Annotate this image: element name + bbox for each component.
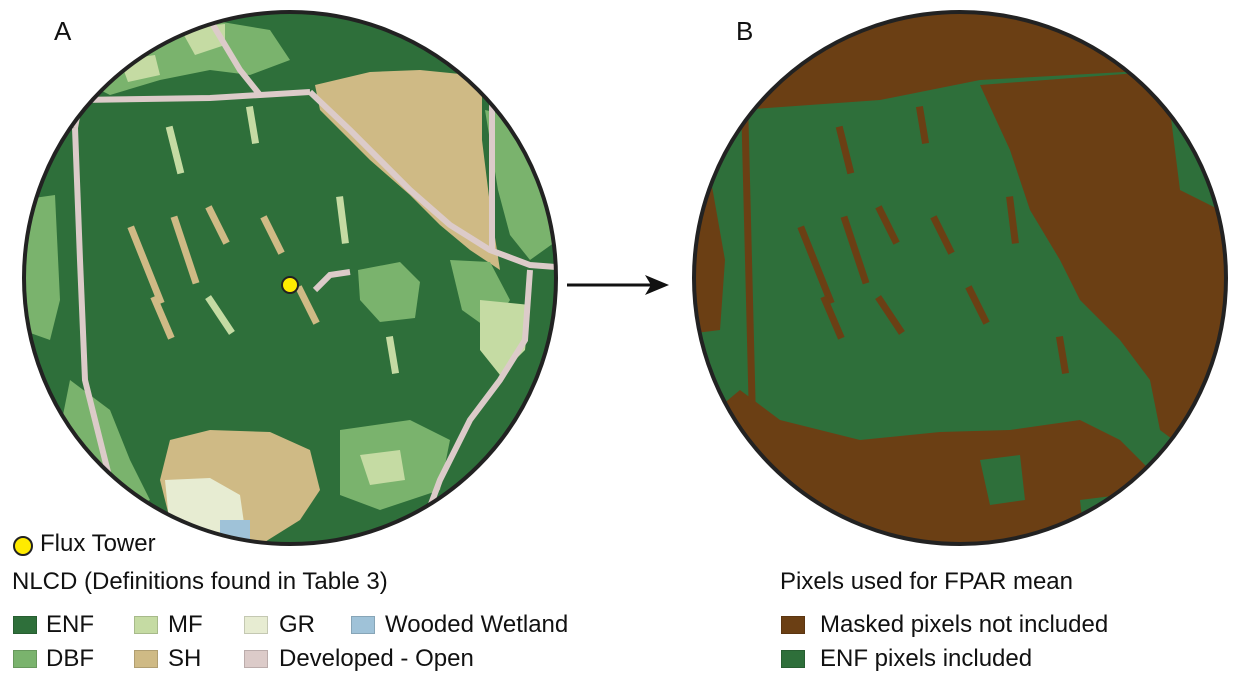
flux-tower-legend-label: Flux Tower	[40, 530, 156, 557]
fpar-legend-title: Pixels used for FPAR mean	[780, 568, 1074, 595]
legend-label-sh: SH	[168, 645, 202, 672]
legend-label-masked: Masked pixels not included	[820, 611, 1109, 638]
legend-swatch-wooded-wetland	[351, 616, 375, 634]
mf-patch-southeast	[360, 450, 405, 485]
legend-label-developed-open: Developed - Open	[279, 645, 474, 672]
legend-label-dbf: DBF	[46, 645, 94, 672]
flux-tower-legend-dot	[13, 536, 33, 556]
enf-pocket-south	[980, 455, 1025, 505]
nlcd-land-cover-map	[22, 10, 558, 546]
masked-northeast	[980, 72, 1226, 460]
flux-tower-marker	[281, 276, 299, 294]
mf-streaks	[165, 105, 400, 375]
masked-west	[694, 175, 725, 335]
developed-open-roads	[72, 18, 556, 544]
panel-a-letter: A	[54, 16, 72, 46]
legend-label-gr: GR	[279, 611, 315, 638]
arrow-head	[645, 275, 669, 295]
legend-label-enf-included: ENF pixels included	[820, 645, 1033, 672]
sh-patch-northeast	[315, 70, 500, 270]
nlcd-legend-title: NLCD (Definitions found in Table 3)	[12, 568, 388, 595]
legend-label-mf: MF	[168, 611, 203, 638]
dbf-patch-center-east	[358, 262, 420, 322]
legend-swatch-masked	[781, 616, 805, 634]
fpar-mask-map	[692, 10, 1228, 546]
legend-swatch-mf	[134, 616, 158, 634]
panel-b-letter: B	[736, 16, 754, 46]
legend-swatch-enf	[13, 616, 37, 634]
transform-arrow	[567, 275, 669, 295]
legend-swatch-enf-included	[781, 650, 805, 668]
dbf-patch-east	[485, 110, 556, 260]
legend-label-wooded-wetland: Wooded Wetland	[385, 611, 569, 638]
masked-streaks	[741, 96, 1166, 404]
legend-swatch-developed-open	[244, 650, 268, 668]
legend-label-enf: ENF	[46, 611, 94, 638]
map-a-border	[22, 10, 558, 546]
legend-swatch-dbf	[13, 650, 37, 668]
sh-streaks	[127, 205, 320, 340]
legend-swatch-sh	[134, 650, 158, 668]
legend-swatch-gr	[244, 616, 268, 634]
map-b-border	[692, 10, 1228, 546]
